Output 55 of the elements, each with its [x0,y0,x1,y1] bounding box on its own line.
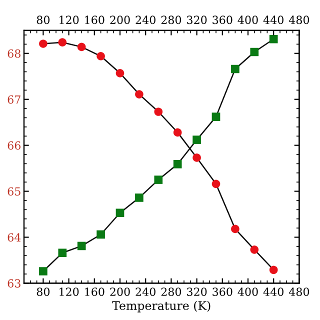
point [58,38,67,47]
x2-tick-label: 360 [212,16,232,24]
point [173,160,182,168]
point [231,224,240,234]
x-tick-label: 200 [110,288,130,296]
point [116,208,124,218]
point [116,68,124,78]
point [39,267,48,276]
x-tick-label: 400 [238,288,258,296]
x2-tick-label: 200 [110,16,130,24]
y-tick-label: 66 [8,141,21,150]
y-tick-label: 64 [8,233,21,242]
y-tick-label: 63 [8,279,20,288]
x-tick-label: 320 [187,288,207,296]
point [154,108,163,116]
x-axis-title: Temperature (K) [112,300,210,312]
point [154,176,163,184]
x2-tick-label: 280 [161,16,182,24]
x2-tick-label: 160 [85,16,104,24]
point [173,128,182,137]
x-tick-label: 120 [60,288,79,296]
point [250,245,259,254]
x-tick-label: 160 [85,288,104,296]
point [212,180,220,188]
point [269,266,278,274]
point [77,242,86,250]
y-tick-label: 65 [8,187,20,196]
x-tick-label: 280 [161,288,182,296]
point [96,52,105,60]
x-tick-label: 360 [212,288,232,296]
x-tick-label: 440 [263,288,284,296]
point [231,64,240,74]
x-tick-label: 80 [36,288,50,296]
x-tick-label: 240 [136,288,156,296]
x2-tick-label: 480 [288,16,310,24]
x2-tick-label: 120 [60,16,79,24]
point [269,34,278,44]
x-tick-label: 480 [288,288,310,296]
point [58,248,67,258]
point [135,90,144,98]
point [135,194,144,202]
x2-tick-label: 240 [136,16,156,24]
point [212,112,220,121]
point [192,136,201,144]
point [192,154,201,162]
point [250,48,259,56]
point [39,40,48,48]
y-tick-label: 67 [8,95,20,104]
y-tick-label: 68 [8,49,20,58]
x2-tick-label: 320 [187,16,207,24]
point [77,42,86,52]
x2-tick-label: 80 [36,16,50,24]
x2-tick-label: 400 [238,16,258,24]
point [96,230,105,239]
x2-tick-label: 440 [263,16,284,24]
